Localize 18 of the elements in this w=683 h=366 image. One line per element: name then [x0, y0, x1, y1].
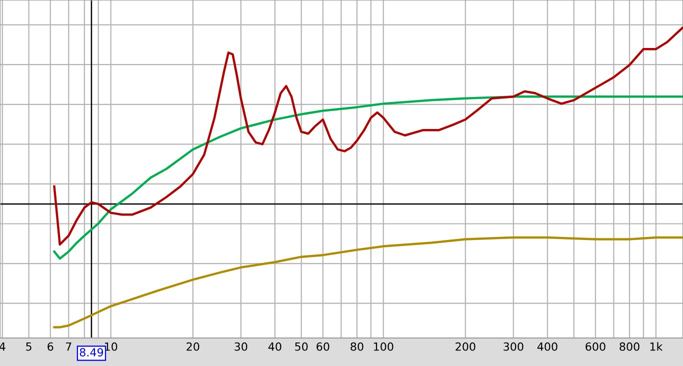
- x-tick-label: 80: [350, 342, 364, 351]
- x-tick-label: 60: [316, 342, 330, 351]
- x-tick-label: 600: [586, 342, 606, 351]
- x-tick-label: 200: [456, 342, 476, 351]
- x-tick-label: 50: [295, 342, 308, 351]
- x-tick-label: 30: [234, 342, 248, 351]
- x-tick-label: 10: [104, 342, 118, 351]
- x-tick-label: 5: [26, 342, 32, 351]
- x-tick-label: 400: [537, 342, 558, 351]
- ref-line-label: 8.49: [80, 348, 104, 356]
- x-tick-label: 7: [66, 342, 72, 351]
- x-tick-label: 20: [186, 342, 200, 351]
- x-tick-label: 40: [268, 342, 282, 351]
- x-tick-label: 300: [504, 342, 524, 351]
- x-tick-label: 800: [620, 342, 640, 351]
- x-tick-label: 6: [48, 342, 54, 351]
- x-tick-label: 1k: [650, 342, 663, 351]
- x-tick-label: 100: [374, 342, 394, 351]
